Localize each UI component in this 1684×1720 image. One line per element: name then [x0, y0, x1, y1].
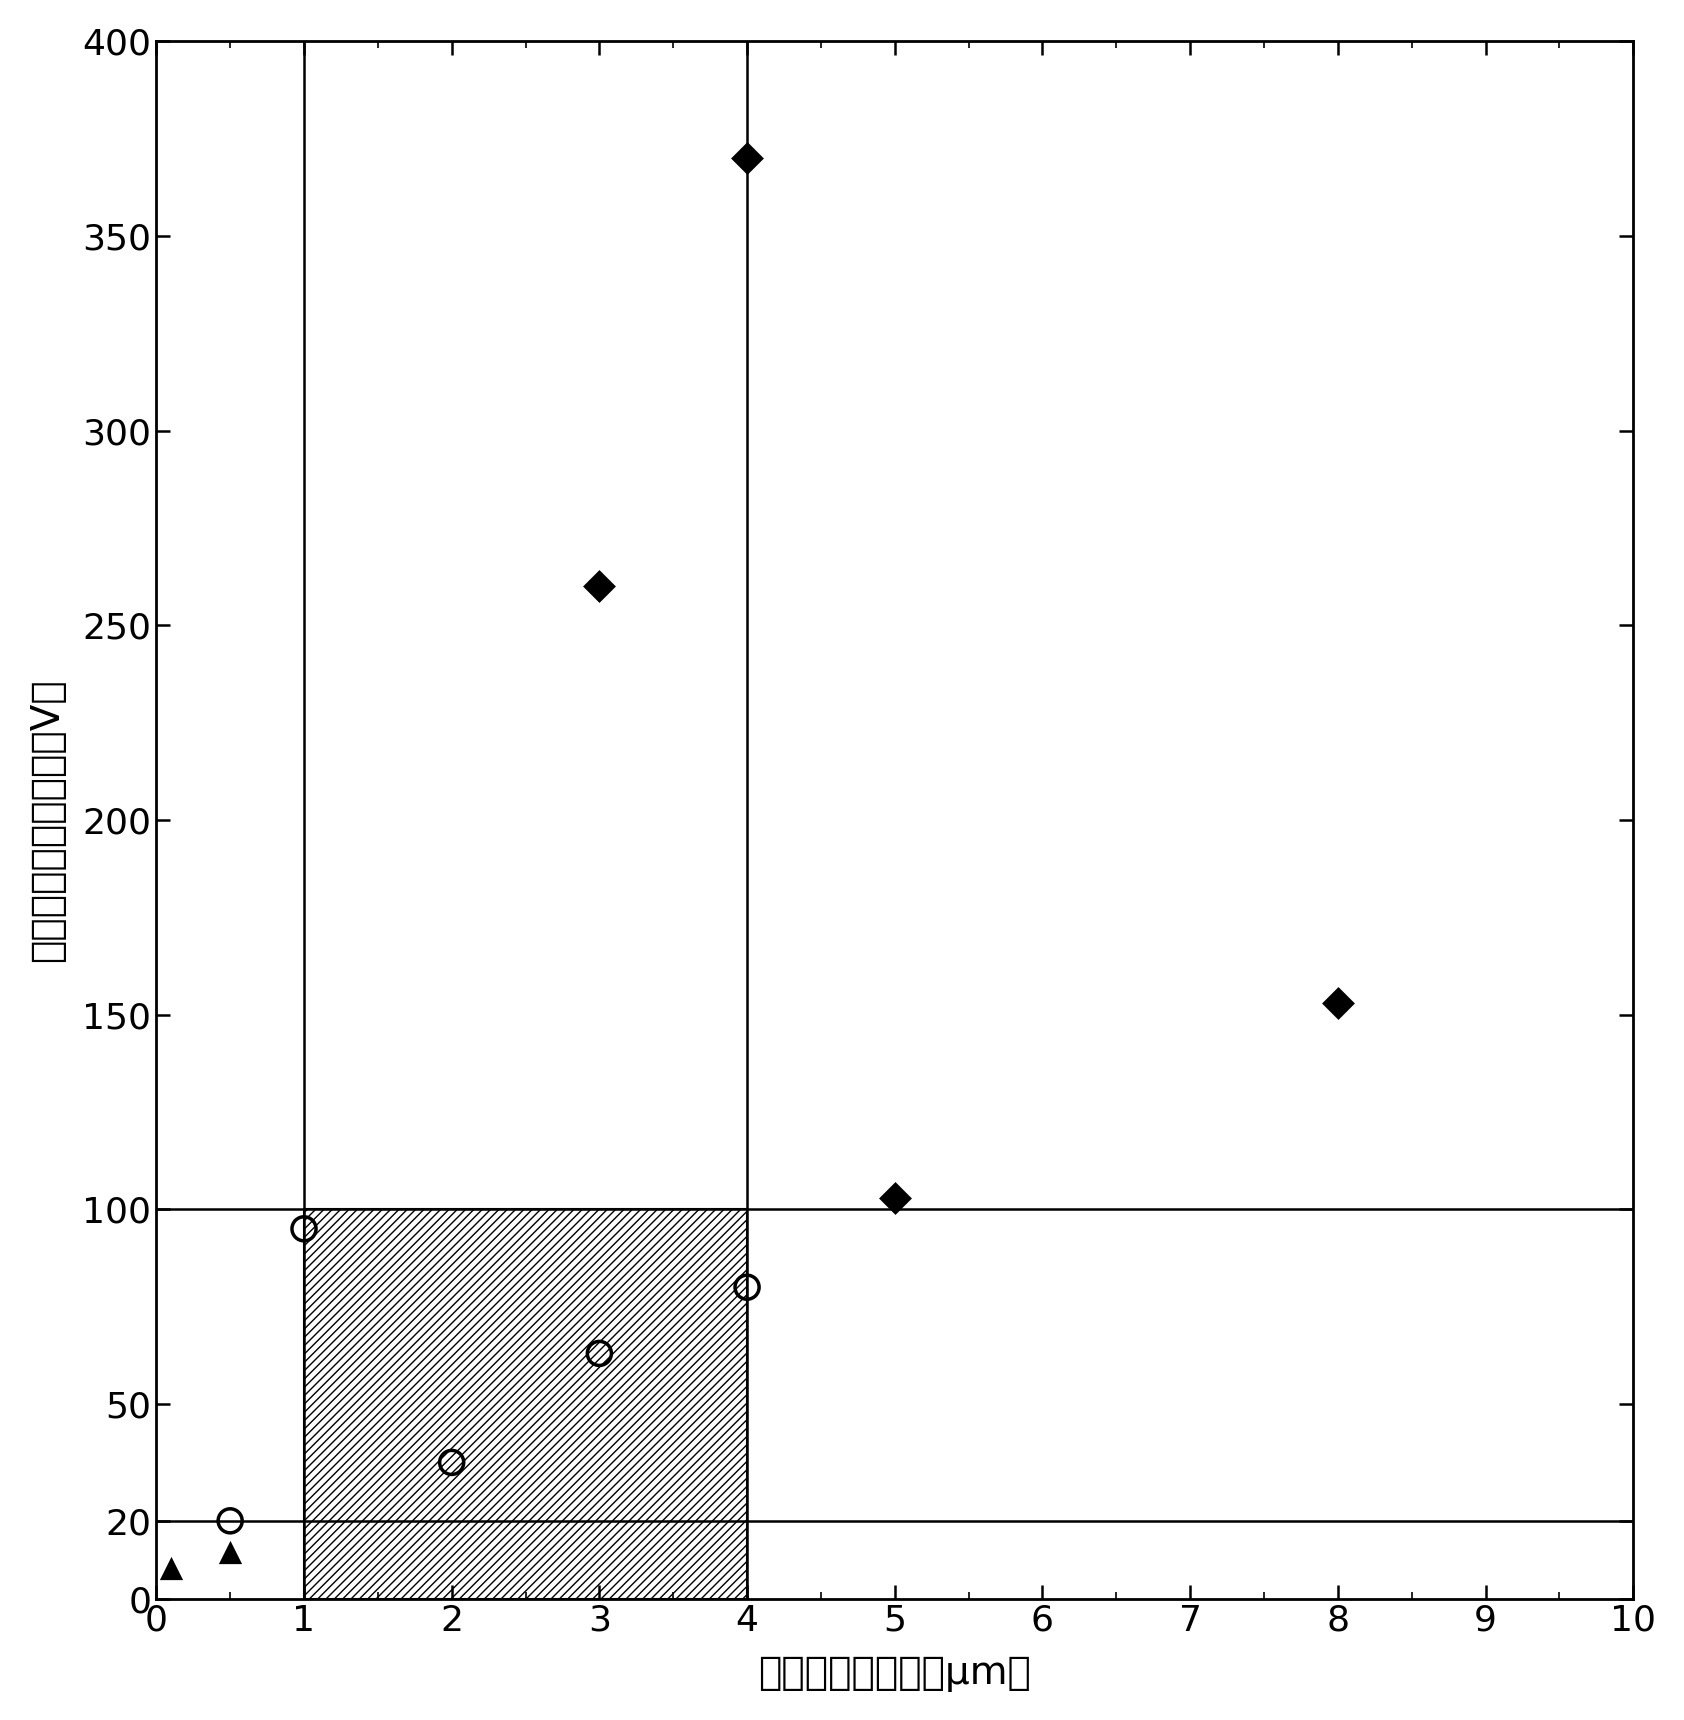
Point — [881, 1183, 908, 1211]
Point — [1324, 989, 1351, 1017]
Point — [438, 1448, 465, 1476]
X-axis label: 高电阳层的膜厉（μm）: 高电阳层的膜厉（μm） — [758, 1655, 1031, 1692]
Bar — [305, 1209, 748, 1598]
Point — [158, 1553, 185, 1581]
Point — [734, 1273, 761, 1300]
Point — [734, 144, 761, 172]
Y-axis label: 固体光电位的绝对値（V）: 固体光电位的绝对値（V） — [27, 678, 66, 961]
Point — [586, 1340, 613, 1367]
Point — [217, 1507, 244, 1534]
Point — [586, 573, 613, 600]
Point — [291, 1214, 318, 1242]
Point — [217, 1538, 244, 1565]
